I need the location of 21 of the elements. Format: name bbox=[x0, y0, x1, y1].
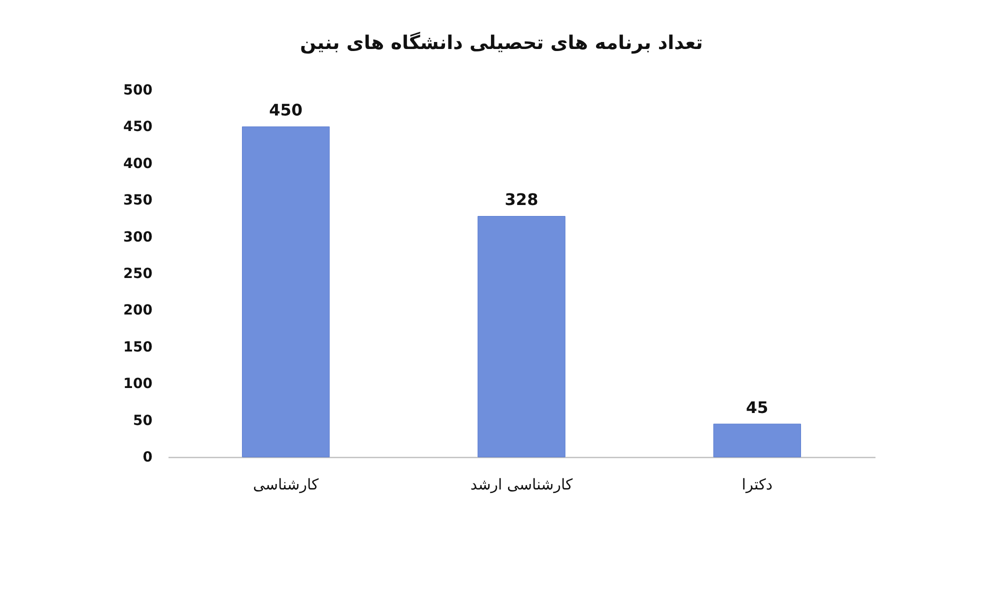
bar bbox=[713, 424, 802, 458]
y-tick-label: 200 bbox=[123, 302, 153, 319]
bar bbox=[242, 126, 330, 458]
data-label: 328 bbox=[504, 190, 538, 210]
chart-title: تعداد برنامه های تحصیلی دانشگاه های بنین bbox=[300, 31, 703, 54]
x-tick-label: کارشناسی ارشد bbox=[470, 476, 574, 494]
y-tick-label: 50 bbox=[133, 412, 153, 429]
x-tick-label: کارشناسی bbox=[252, 476, 320, 494]
y-tick-label: 0 bbox=[142, 450, 153, 466]
y-tick-label: 100 bbox=[123, 376, 153, 392]
bar bbox=[478, 216, 566, 458]
y-tick-label: 450 bbox=[123, 119, 153, 136]
y-tick-label: 150 bbox=[123, 339, 153, 356]
data-label: 45 bbox=[746, 398, 768, 417]
y-tick-label: 400 bbox=[123, 156, 153, 172]
y-tick-label: 500 bbox=[123, 82, 153, 98]
x-tick-label: دکترا bbox=[742, 476, 773, 494]
data-label: 450 bbox=[269, 100, 303, 120]
y-tick-label: 250 bbox=[123, 266, 153, 282]
y-tick-label: 300 bbox=[123, 229, 153, 246]
y-tick-label: 350 bbox=[123, 192, 153, 209]
